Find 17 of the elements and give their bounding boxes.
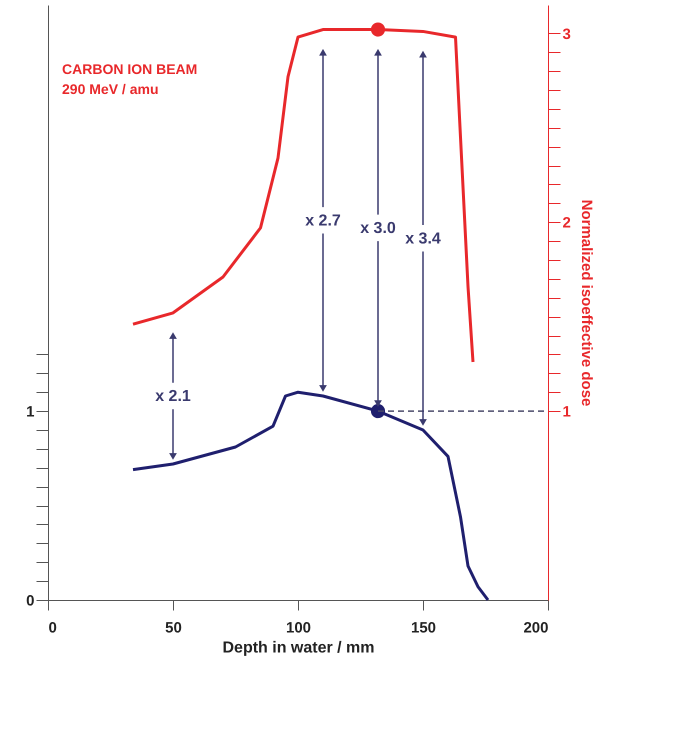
annotation: CARBON ION BEAM [62, 61, 198, 77]
x-tick-label: 100 [286, 620, 312, 636]
annotation: x 3.0 [360, 220, 396, 237]
x-axis-title: Depth in water / mm [222, 640, 375, 656]
annotation: x 3.4 [405, 230, 441, 248]
x-tick-label: 50 [165, 620, 182, 636]
x-tick-label: 200 [523, 620, 548, 636]
line-series [132, 390, 490, 602]
y2-tick-label: 1 [562, 404, 571, 421]
y2-axis-title: Normalized isoeffective dose [578, 200, 595, 406]
x-tick-label: 150 [410, 620, 436, 636]
annotation: x 2.7 [305, 212, 341, 230]
y2-tick-label: 2 [562, 214, 571, 232]
y2-tick-label: 3 [562, 26, 571, 43]
x-tick-label: 0 [48, 620, 57, 636]
annotation: x 2.1 [155, 388, 191, 405]
annotation: 290 MeV / amu [62, 81, 158, 97]
